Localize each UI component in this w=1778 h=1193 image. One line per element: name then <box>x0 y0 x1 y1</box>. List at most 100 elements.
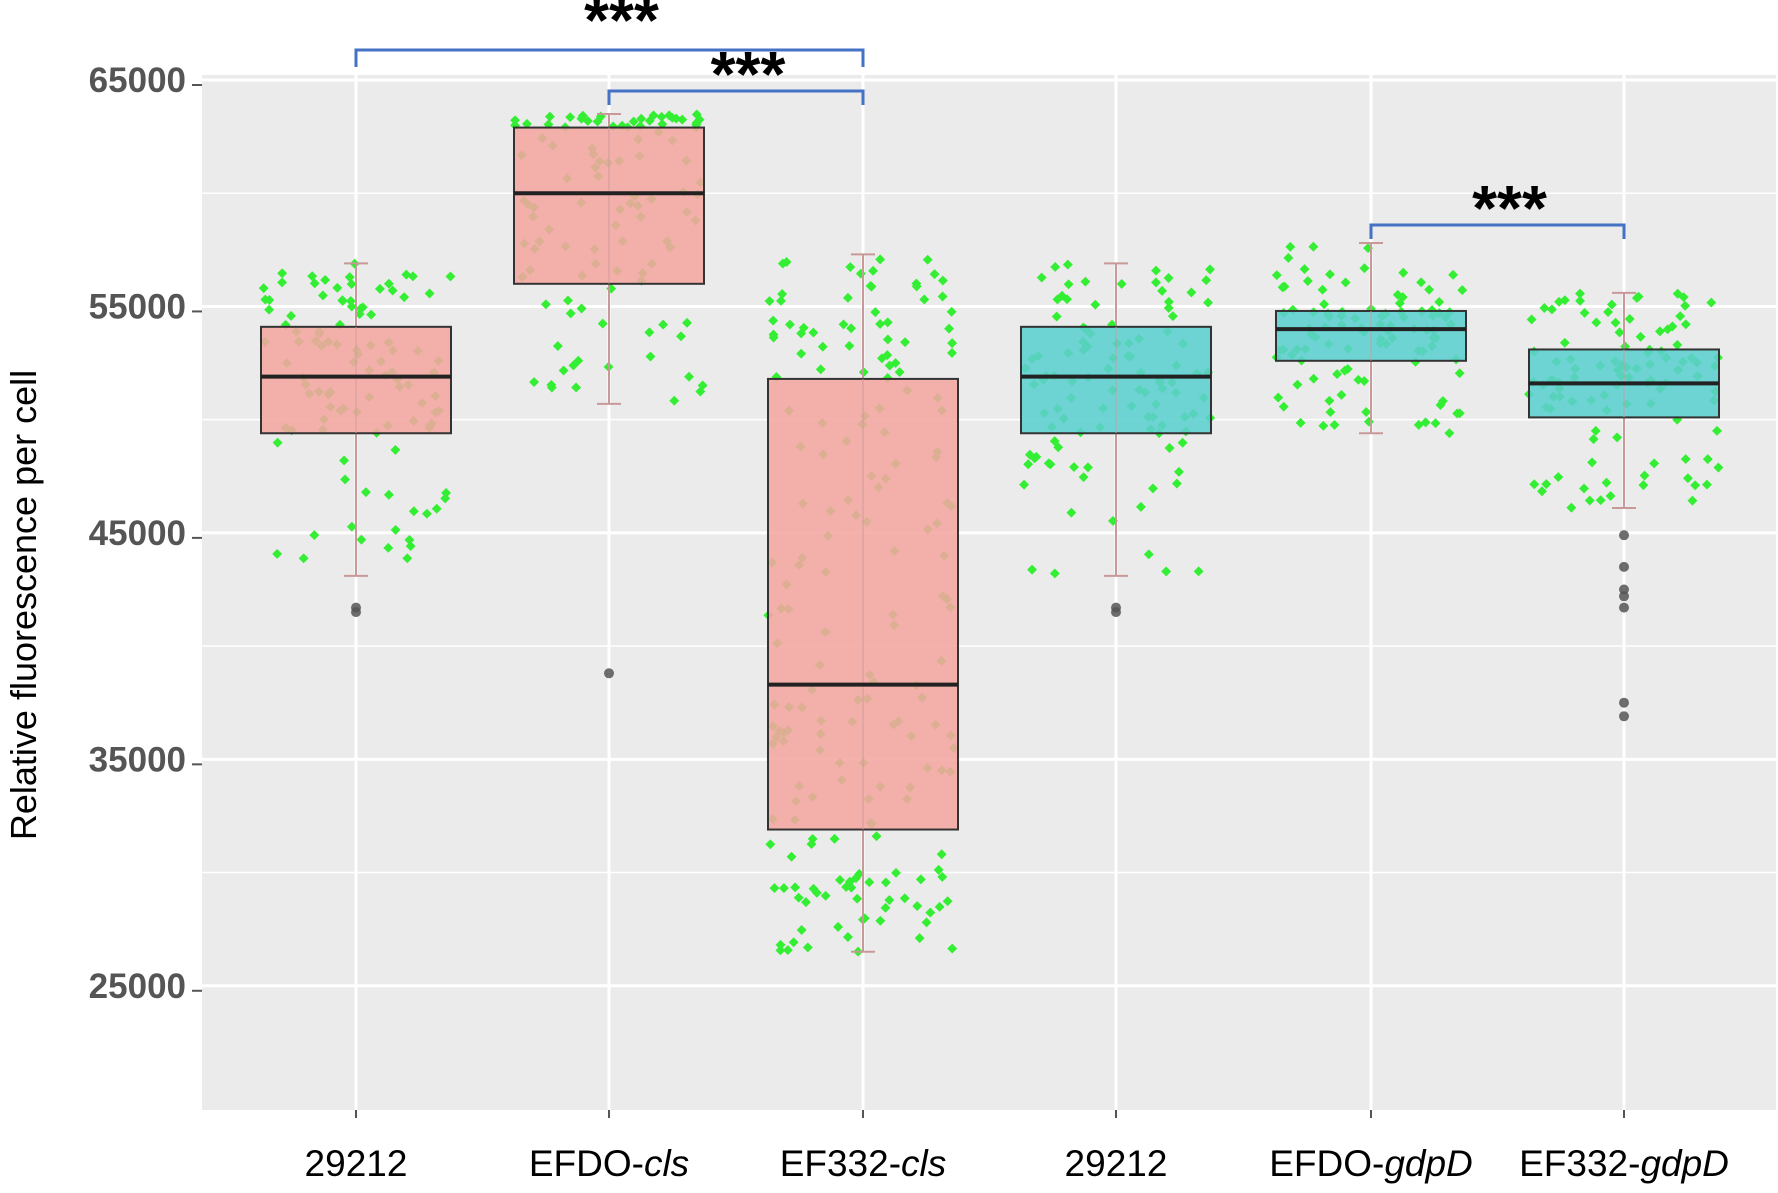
jitter-point <box>540 299 551 310</box>
jitter-point <box>1601 477 1612 488</box>
jitter-point <box>845 262 856 272</box>
jitter-point <box>1454 368 1465 379</box>
jitter-point <box>1116 278 1127 289</box>
jitter-point <box>1285 241 1296 252</box>
jitter-point <box>374 283 385 294</box>
jitter-point <box>790 882 801 893</box>
jitter-point <box>697 380 708 391</box>
jitter-point <box>1062 259 1073 270</box>
jitter-point <box>911 281 922 292</box>
jitter-point <box>777 289 788 299</box>
jitter-point <box>1587 457 1598 468</box>
jitter-point <box>1566 502 1577 513</box>
jitter-point <box>658 319 669 330</box>
jitter-point <box>1308 373 1319 384</box>
jitter-point <box>1606 299 1617 310</box>
jitter-point <box>1318 420 1329 431</box>
jitter-point <box>1043 458 1054 469</box>
jitter-point <box>1680 300 1691 311</box>
y-tick-label: 55000 <box>89 287 186 326</box>
y-tick-label: 65000 <box>89 61 186 100</box>
jitter-point <box>1273 392 1284 403</box>
jitter-point <box>339 455 350 466</box>
jitter-point <box>1163 296 1174 307</box>
significance-bracket <box>354 48 865 67</box>
box-group <box>1020 262 1212 618</box>
jitter-point <box>1299 264 1310 275</box>
jitter-point <box>565 112 576 123</box>
jitter-point <box>833 921 844 932</box>
jitter-point <box>431 503 442 514</box>
jitter-point <box>340 474 351 485</box>
jitter-point <box>404 534 415 545</box>
jitter-point <box>1277 282 1288 293</box>
jitter-point <box>820 890 831 901</box>
jitter-point <box>1203 297 1214 308</box>
jitter-point <box>671 113 682 124</box>
jitter-point <box>769 883 780 894</box>
jitter-point <box>1164 443 1175 453</box>
significance-label: *** <box>584 0 659 56</box>
jitter-point <box>1167 311 1178 322</box>
y-axis-label: Relative fluorescence per cell <box>3 370 44 840</box>
jitter-point <box>775 939 786 950</box>
jitter-point <box>691 109 702 120</box>
jitter-point <box>1575 288 1585 299</box>
jitter-point <box>1667 321 1678 332</box>
jitter-point <box>1614 327 1625 338</box>
jitter-point <box>1135 501 1146 512</box>
jitter-point <box>1177 437 1188 448</box>
jitter-point <box>842 292 853 303</box>
jitter-point <box>1638 480 1649 491</box>
jitter-point <box>309 530 320 541</box>
significance-brackets: *** *** *** <box>354 0 1626 244</box>
jitter-point <box>880 902 891 913</box>
jitter-point <box>1325 269 1335 280</box>
jitter-point <box>298 553 309 564</box>
jitter-point <box>802 942 813 953</box>
jitter-point <box>402 553 413 564</box>
jitter-point <box>576 303 587 314</box>
jitter-point <box>1049 568 1060 579</box>
jitter-point <box>1398 267 1409 278</box>
jitter-point <box>645 351 656 362</box>
jitter-point <box>841 882 852 892</box>
jitter-point <box>806 839 817 850</box>
jitter-point <box>1295 417 1306 428</box>
jitter-point <box>882 350 893 361</box>
jitter-point <box>947 338 958 349</box>
jitter-point <box>1151 277 1161 288</box>
jitter-point <box>796 348 807 359</box>
jitter-point <box>947 943 958 954</box>
jitter-point <box>521 118 532 129</box>
jitter-point <box>1302 276 1313 286</box>
jitter-point <box>344 272 355 283</box>
jitter-point <box>934 901 945 912</box>
jitter-point <box>422 508 432 519</box>
jitter-point <box>1063 279 1074 290</box>
jitter-point <box>1163 302 1174 313</box>
jitter-point <box>684 371 694 382</box>
jitter-point <box>1317 284 1328 295</box>
jitter-point <box>1631 293 1642 303</box>
jitter-point <box>899 893 910 904</box>
jitter-point <box>1687 495 1698 506</box>
y-axis-ticks: 65000 55000 45000 35000 25000 <box>89 61 202 1006</box>
jitter-point <box>846 323 857 334</box>
jitter-point <box>1610 317 1621 328</box>
jitter-point <box>944 323 954 334</box>
jitter-point <box>1186 287 1197 298</box>
jitter-point <box>1336 389 1347 400</box>
jitter-point <box>817 341 828 352</box>
y-tick-label: 35000 <box>89 740 186 779</box>
jitter-point <box>1430 418 1441 429</box>
jitter-point <box>571 382 582 393</box>
jitter-point <box>356 534 367 545</box>
jitter-point <box>900 337 910 348</box>
jitter-point <box>937 275 948 286</box>
jitter-point <box>390 524 401 535</box>
jitter-point <box>1595 495 1606 506</box>
jitter-point <box>936 849 947 860</box>
jitter-point <box>1292 379 1303 390</box>
